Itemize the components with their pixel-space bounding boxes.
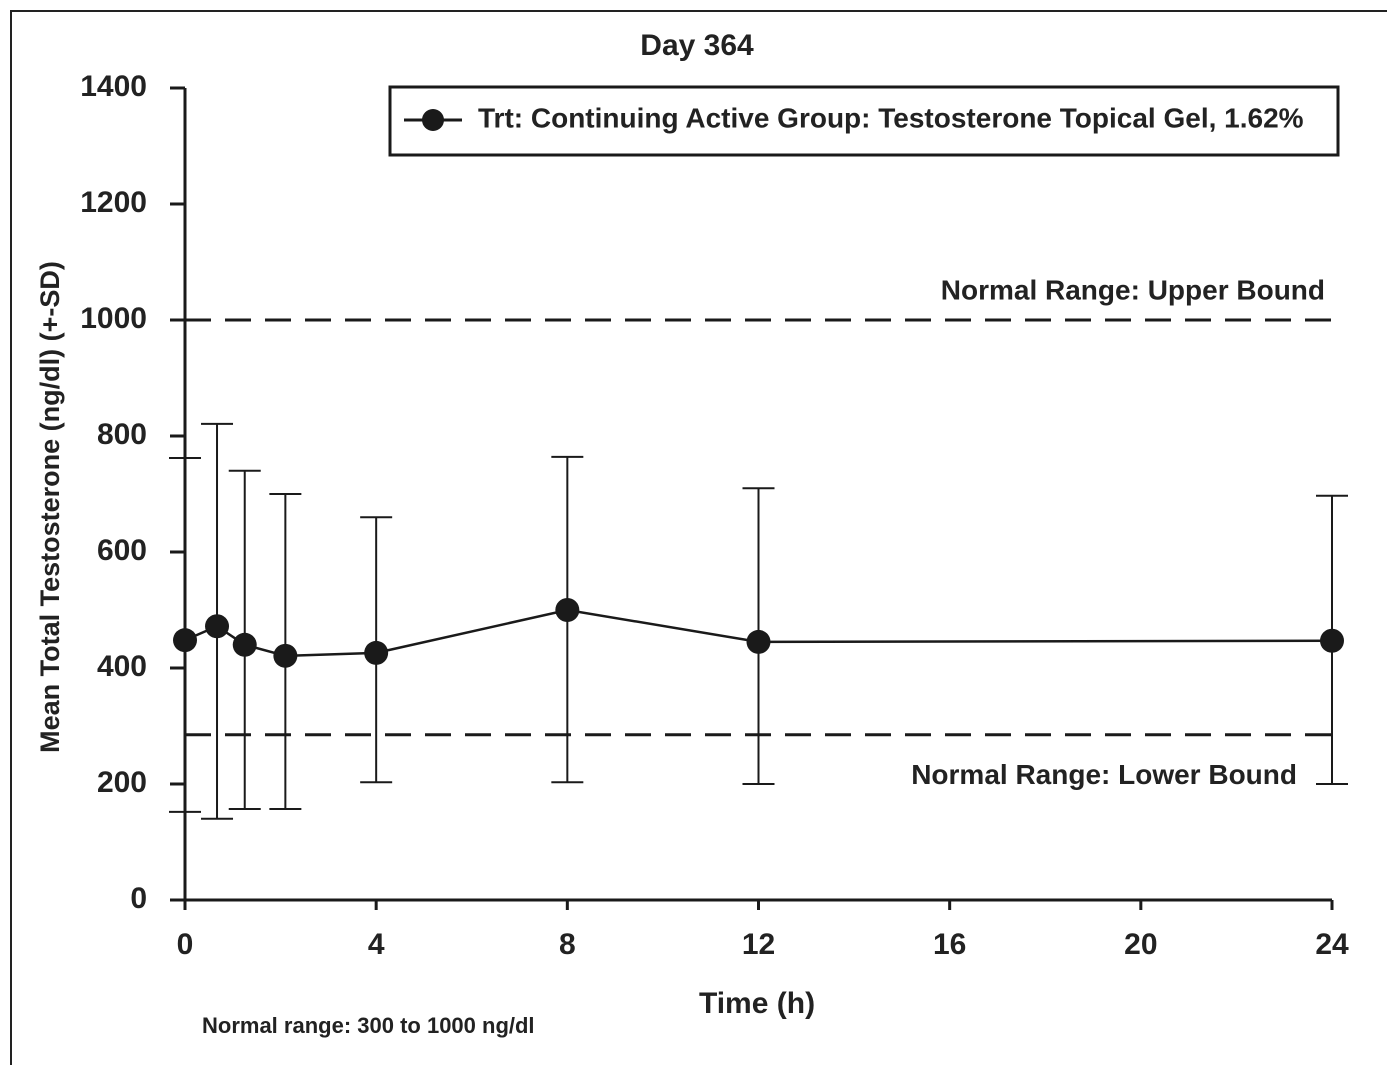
x-axis-label: Time (h): [699, 987, 815, 1020]
y-axis-label: Mean Total Testosterone (ng/dl) (+-SD): [35, 261, 65, 753]
footnote: Normal range: 300 to 1000 ng/dl: [202, 1013, 535, 1038]
data-point: [364, 640, 389, 665]
y-tick-label: 800: [97, 418, 147, 451]
y-tick-label: 600: [97, 534, 147, 567]
y-tick-label: 1400: [80, 70, 147, 103]
data-point: [173, 628, 197, 653]
x-tick-label: 0: [177, 928, 194, 961]
legend-label: Trt: Continuing Active Group: Testostero…: [478, 102, 1304, 133]
chart-title: Day 364: [640, 29, 754, 62]
x-tick-label: 24: [1315, 928, 1349, 961]
x-tick-label: 12: [742, 928, 775, 961]
data-point: [746, 629, 771, 654]
frame: [10, 10, 1387, 1065]
x-tick-label: 20: [1124, 928, 1157, 961]
data-point: [555, 598, 580, 622]
reference-label: Normal Range: Upper Bound: [941, 274, 1325, 305]
legend-box: [388, 85, 1340, 157]
y-tick-label: 1200: [80, 186, 147, 219]
data-point: [232, 632, 257, 657]
y-tick-label: 400: [97, 650, 147, 683]
x-tick-label: 4: [368, 928, 385, 961]
reference-label: Normal Range: Lower Bound: [911, 759, 1297, 790]
data-point: [273, 643, 298, 668]
data-point: [1320, 628, 1344, 653]
y-tick-label: 0: [130, 882, 147, 915]
y-tick-label: 1000: [80, 302, 147, 335]
data-point: [205, 614, 230, 639]
x-tick-label: 8: [559, 928, 576, 961]
y-tick-label: 200: [97, 766, 147, 799]
x-tick-label: 16: [933, 928, 966, 961]
legend-marker: [422, 109, 444, 131]
